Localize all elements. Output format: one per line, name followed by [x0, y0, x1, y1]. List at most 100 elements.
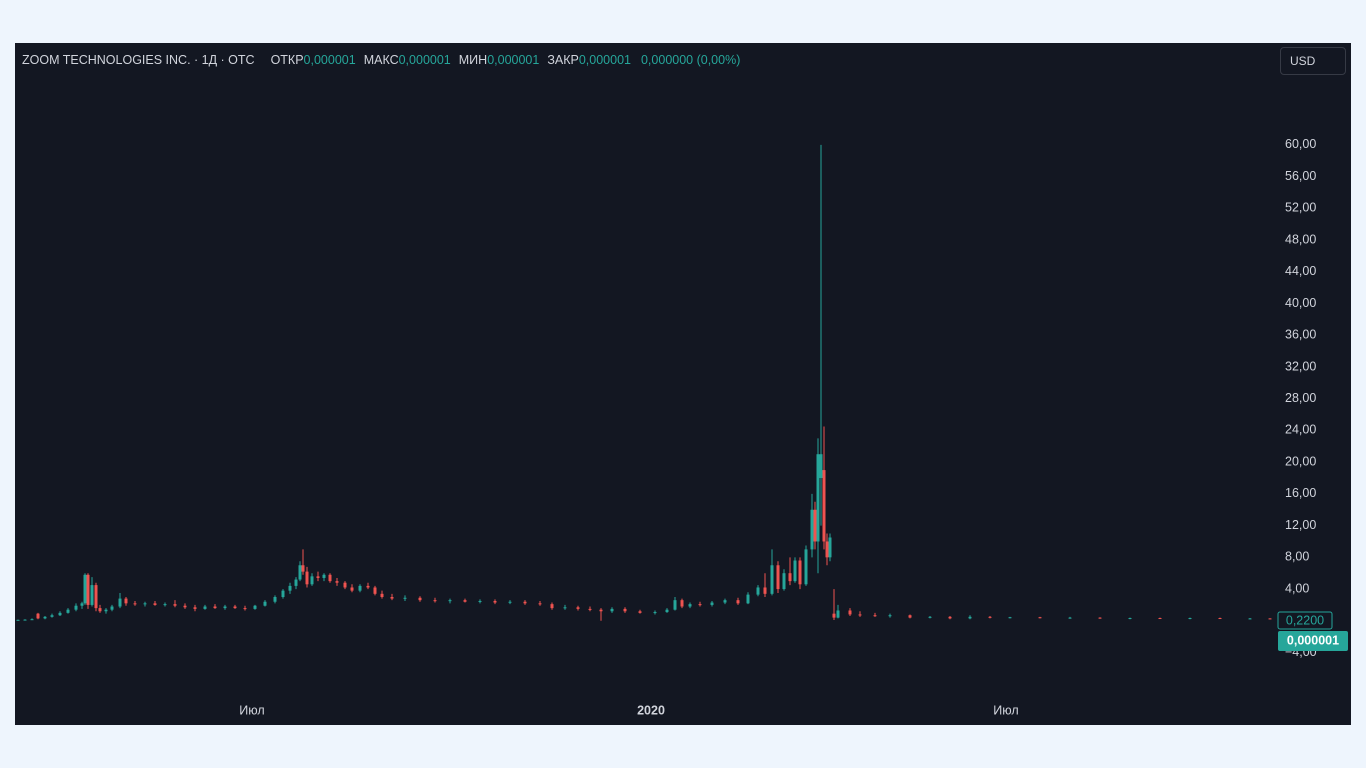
candle-body: [988, 616, 992, 618]
candle-body: [763, 587, 767, 594]
candle-body: [508, 601, 512, 603]
candle-body: [350, 587, 354, 591]
candle-body: [83, 574, 87, 604]
candle-body: [756, 587, 760, 595]
candle-body: [665, 609, 669, 613]
candle-body: [1008, 617, 1012, 619]
candle-body: [281, 590, 285, 597]
candle-body: [610, 608, 614, 612]
candle-body: [94, 585, 98, 609]
candle-body: [948, 616, 952, 619]
candle-body: [836, 610, 840, 618]
candle-body: [163, 604, 167, 606]
candle-body: [366, 585, 370, 588]
ohlc-legend: ZOOM TECHNOLOGIES INC. · 1Д · OTC ОТКР 0,…: [22, 53, 740, 67]
candle-body: [888, 615, 892, 617]
last-price-box: [1278, 631, 1348, 651]
candle-body: [133, 603, 137, 605]
y-tick-label: 60,00: [1285, 137, 1316, 151]
candle-body: [193, 607, 197, 609]
y-tick-label: 32,00: [1285, 359, 1316, 373]
candle-body: [538, 603, 542, 605]
y-tick-label: 12,00: [1285, 518, 1316, 532]
candle-body: [688, 604, 692, 607]
candle-body: [1068, 617, 1072, 619]
candle-body: [576, 607, 580, 609]
candle-body: [418, 597, 422, 601]
candle-body: [66, 609, 70, 613]
candle-body: [746, 594, 750, 604]
candle-body: [316, 576, 320, 578]
y-tick-label: 36,00: [1285, 328, 1316, 342]
candle-body: [1218, 618, 1222, 620]
candle-body: [828, 537, 832, 558]
legend-label: МИН: [458, 53, 488, 67]
candle-body: [793, 560, 797, 582]
candle-body: [36, 613, 40, 619]
candle-body: [143, 603, 147, 605]
currency-button[interactable]: USD: [1280, 47, 1346, 75]
candle-body: [433, 600, 437, 602]
y-tick-label: 40,00: [1285, 296, 1316, 310]
candle-body: [1248, 618, 1252, 620]
candle-body: [770, 565, 774, 594]
candle-body: [322, 574, 326, 578]
candle-body: [673, 600, 677, 610]
y-tick-label: 28,00: [1285, 391, 1316, 405]
candle-body: [301, 565, 305, 572]
candle-body: [638, 611, 642, 613]
legend-label: ОТКР: [270, 53, 304, 67]
candle-body: [98, 608, 102, 612]
candle-body: [463, 600, 467, 602]
symbol: ZOOM TECHNOLOGIES INC. · 1Д · OTC: [22, 53, 255, 67]
y-tick-label: 44,00: [1285, 264, 1316, 278]
y-tick-label: 16,00: [1285, 486, 1316, 500]
candle-body: [124, 598, 128, 604]
x-tick-label: Июл: [993, 703, 1018, 717]
x-tick-label: Июл: [239, 703, 264, 717]
candle-body: [310, 576, 314, 585]
candle-body: [1098, 617, 1102, 619]
candle-body: [288, 585, 292, 591]
candle-body: [776, 565, 780, 590]
candle-body: [1128, 618, 1132, 620]
candle-body: [273, 596, 277, 602]
candle-body: [736, 600, 740, 604]
candle-body: [80, 603, 84, 606]
candle-body: [848, 610, 852, 615]
candle-body: [118, 598, 122, 607]
candle-body: [104, 609, 108, 612]
candle-body: [550, 604, 554, 609]
chart: −4,004,008,0012,0016,0020,0024,0028,0032…: [16, 137, 1348, 717]
candle-body: [782, 573, 786, 590]
candle-body: [1268, 618, 1272, 620]
y-tick-label: 56,00: [1285, 169, 1316, 183]
candle-body: [1158, 618, 1162, 620]
candle-body: [380, 593, 384, 597]
candle-body: [23, 619, 27, 621]
candle-body: [403, 597, 407, 599]
y-tick-label: 8,00: [1285, 550, 1309, 564]
candle-body: [798, 560, 802, 585]
y-tick-label: 48,00: [1285, 232, 1316, 246]
candle-body: [223, 606, 227, 609]
candle-body: [263, 601, 267, 606]
candle-body: [478, 600, 482, 602]
candle-body: [1038, 617, 1042, 619]
candle-body: [698, 604, 702, 606]
price-marker-label: 0,2200: [1286, 613, 1324, 627]
candle-body: [328, 574, 332, 582]
candle-body: [343, 582, 347, 588]
candle-body: [448, 600, 452, 602]
legend-label: ЗАКР: [547, 53, 579, 67]
candle-body: [233, 606, 237, 609]
candle-body: [804, 549, 808, 585]
candle-body: [710, 602, 714, 605]
last-price-label: 0,000001: [1287, 633, 1339, 647]
candle-body: [788, 573, 792, 582]
candle-body: [523, 601, 527, 604]
legend-change: 0,000000 (0,00%): [640, 53, 741, 67]
y-tick-label: 20,00: [1285, 454, 1316, 468]
